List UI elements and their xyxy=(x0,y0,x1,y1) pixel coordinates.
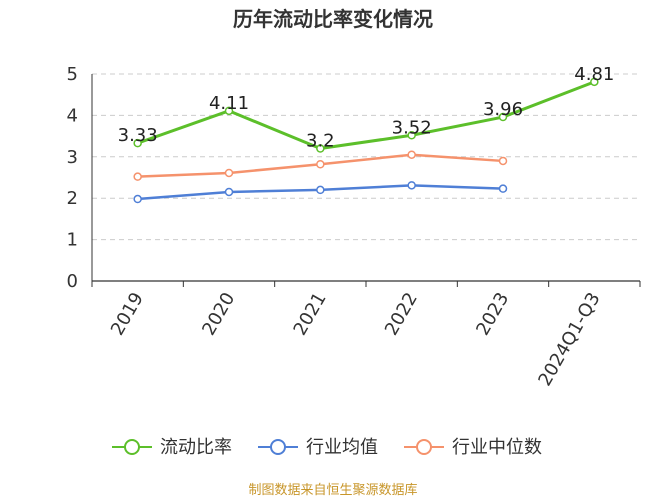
y-tick-label: 4 xyxy=(67,105,78,126)
data-point-series-1 xyxy=(498,184,508,193)
data-point-series-1 xyxy=(316,185,325,195)
data-point-series-0 xyxy=(224,106,234,116)
data-label: 4.81 xyxy=(574,64,614,85)
data-point-series-0 xyxy=(316,144,325,153)
y-tick-label: 3 xyxy=(67,147,78,168)
legend-label: 行业中位数 xyxy=(452,437,542,458)
y-tick-label: 0 xyxy=(67,271,78,292)
legend-item-0[interactable]: 流动比率 xyxy=(112,437,232,458)
legend-label: 流动比率 xyxy=(160,437,232,458)
source-note: 制图数据来自恒生聚源数据库 xyxy=(248,482,417,498)
x-tick-label: 2020 xyxy=(198,289,239,339)
series-group xyxy=(133,77,599,204)
y-axis: 0 1 2 3 4 5 xyxy=(67,64,93,292)
data-label: 3.2 xyxy=(306,131,335,152)
data-point-series-2 xyxy=(133,172,142,181)
data-point-series-0 xyxy=(407,131,416,140)
data-point-series-0 xyxy=(590,77,599,87)
data-point-series-1 xyxy=(133,194,142,204)
legend-marker xyxy=(124,439,140,455)
data-label: 3.96 xyxy=(483,99,523,120)
x-tick-label: 2021 xyxy=(290,289,331,339)
data-point-series-0 xyxy=(498,112,508,122)
chart-title: 历年流动比率变化情况 xyxy=(233,7,433,31)
x-tick-label: 2023 xyxy=(472,289,513,339)
data-point-series-2 xyxy=(407,150,416,159)
data-labels: 3.33 4.11 3.2 3.52 3.96 4.81 xyxy=(118,64,615,152)
x-axis: 2019 2020 2021 2022 2023 2024Q1-Q3 xyxy=(91,280,641,390)
y-tick-label: 5 xyxy=(67,64,78,85)
x-tick-label: 2019 xyxy=(107,289,148,339)
data-point-series-2 xyxy=(498,156,508,166)
data-label: 4.11 xyxy=(209,93,249,114)
legend-item-1[interactable]: 行业均值 xyxy=(258,437,378,458)
series-line-0 xyxy=(137,80,595,151)
y-tick-label: 1 xyxy=(67,230,78,251)
data-point-series-1 xyxy=(224,187,234,197)
grid-lines xyxy=(92,73,640,241)
x-tick-label: 2022 xyxy=(381,289,422,339)
legend-item-2[interactable]: 行业中位数 xyxy=(404,437,542,458)
legend-label: 行业均值 xyxy=(306,437,378,458)
legend-marker xyxy=(416,439,432,455)
data-point-series-2 xyxy=(316,160,325,169)
data-point-series-1 xyxy=(407,181,416,190)
data-label: 3.52 xyxy=(392,117,432,138)
data-point-series-2 xyxy=(224,168,234,178)
data-label: 3.33 xyxy=(118,125,158,146)
data-point-series-0 xyxy=(133,138,142,148)
y-tick-label: 2 xyxy=(67,188,78,209)
legend-marker xyxy=(270,439,286,455)
legend[interactable]: 流动比率 行业均值 行业中位数 xyxy=(112,437,542,458)
x-tick-label: 2024Q1-Q3 xyxy=(534,289,604,390)
